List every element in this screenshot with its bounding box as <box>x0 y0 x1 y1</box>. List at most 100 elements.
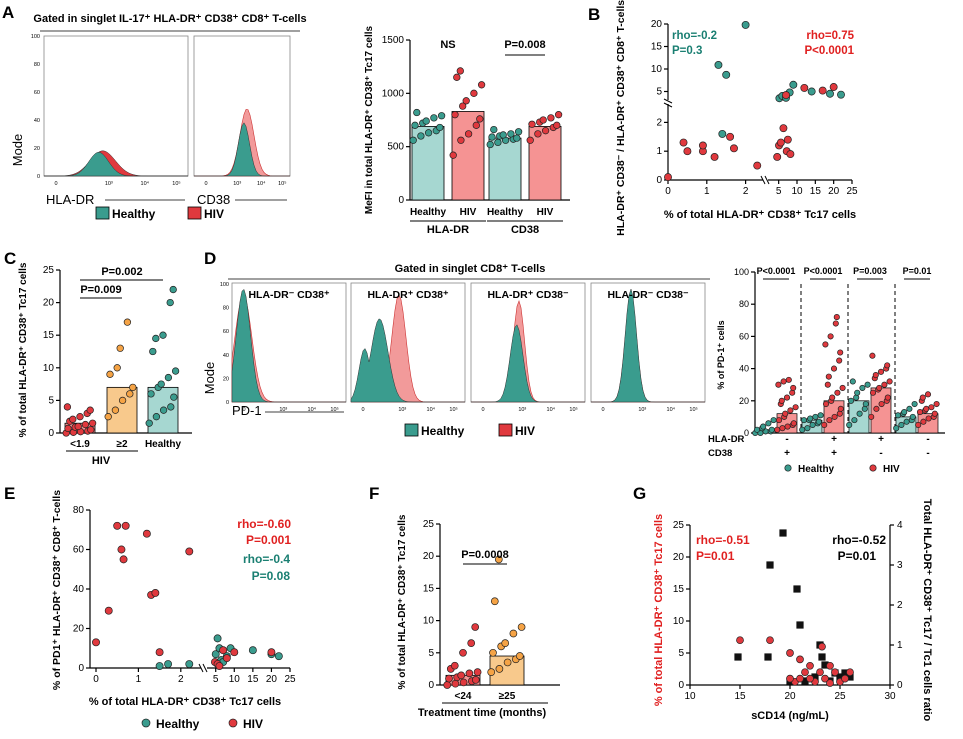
data-point <box>111 406 120 414</box>
data-point-hiv <box>800 83 809 92</box>
x-tick-label: 10⁴ <box>547 406 556 413</box>
y-tick-label: 100 <box>734 267 749 277</box>
x-tick-label: 20 <box>784 691 796 702</box>
data-point <box>459 648 467 657</box>
data-point <box>526 136 534 144</box>
x-axis-label: sCD14 (ng/mL) <box>751 710 829 722</box>
data-point-healthy <box>807 415 814 422</box>
histogram-healthy <box>231 288 346 403</box>
data-point <box>88 419 97 427</box>
x-tick-label: 25 <box>284 674 296 685</box>
data-point-hiv <box>886 378 893 385</box>
legend-label-healthy: Healthy <box>156 717 200 731</box>
data-point-hiv <box>789 389 796 396</box>
x-tick-label: 1 <box>704 186 710 197</box>
data-point <box>449 151 457 159</box>
data-point <box>450 661 459 670</box>
y-tick-label: 25 <box>423 519 435 530</box>
data-point-hiv <box>931 410 938 417</box>
axis-break <box>202 663 208 673</box>
data-point <box>74 422 82 431</box>
significance-label: P=0.002 <box>101 266 142 278</box>
data-point-hiv <box>836 410 843 417</box>
data-point-hiv <box>753 161 762 170</box>
data-point <box>430 114 438 122</box>
x-tick-label: 15 <box>247 674 259 685</box>
panel-g-scatter: 0 5 10 15 20 25 0 1 2 3 4 10 15 20 25 30 sCD14 (ng/mL) % … <box>653 499 933 722</box>
x-tick-label: 10⁵ <box>569 406 577 413</box>
axis-break <box>198 663 204 673</box>
data-point-healthy <box>155 662 164 670</box>
x-tick-label: 1 <box>136 674 142 685</box>
panel-letter-b: B <box>588 5 600 24</box>
data-point <box>411 121 419 129</box>
panel-letter-g: G <box>633 484 646 503</box>
data-point-hiv <box>783 135 792 144</box>
data-point-hiv <box>836 357 843 364</box>
data-point-ratio <box>811 673 819 681</box>
data-point-healthy <box>826 89 834 98</box>
data-point-hiv <box>683 147 692 156</box>
data-point <box>464 130 473 138</box>
annotation-hiv-rho: rho=-0.51 <box>696 533 750 547</box>
y-tick-label: 80 <box>34 62 40 68</box>
data-point-hiv <box>821 674 829 683</box>
y-tick-label: 20 <box>43 298 55 309</box>
data-point-hiv <box>826 679 834 687</box>
data-point <box>152 334 160 343</box>
data-point-hiv <box>832 320 839 327</box>
x-tick-label: 10 <box>791 186 803 197</box>
data-point-hiv <box>787 407 794 414</box>
data-point-hiv <box>826 661 834 670</box>
data-point-ratio <box>818 653 826 661</box>
y-tick-label: 20 <box>423 551 435 562</box>
data-point <box>501 639 510 647</box>
data-point <box>467 639 476 647</box>
data-point <box>534 130 542 138</box>
data-point-hiv <box>775 381 782 388</box>
y-tick-label: 15 <box>673 584 685 595</box>
cd38-sign: + <box>831 448 837 459</box>
data-point <box>476 115 484 123</box>
data-point-hiv <box>104 606 113 615</box>
data-point-hiv <box>822 341 829 348</box>
data-point-healthy <box>815 418 822 425</box>
y-tick-label-right: 2 <box>897 600 903 611</box>
annotation-hiv-p: P=0.01 <box>696 549 735 563</box>
data-point <box>118 396 127 405</box>
x-tick-label: 5 <box>776 186 782 197</box>
data-point-hiv <box>839 384 846 391</box>
data-point-hiv <box>222 654 231 663</box>
group-label: HIV <box>92 455 111 467</box>
data-point-hiv <box>818 86 827 95</box>
y-axis-label-right: Total HLA-DR⁺ CD38⁺ Tc17 / Tc1 cells rat… <box>921 499 933 722</box>
data-point-healthy <box>837 90 845 99</box>
y-tick-label: 10 <box>673 616 685 627</box>
histogram-hiv <box>591 293 705 403</box>
y-tick-label: 0 <box>744 428 749 438</box>
y-tick-label: 0 <box>48 428 54 439</box>
axis-break <box>764 175 770 185</box>
y-tick-label: 5 <box>428 648 434 659</box>
data-point-hiv <box>826 417 833 424</box>
y-axis-label: % of PD-1⁺ cells <box>716 320 726 389</box>
y-tick-label: 25 <box>43 265 55 276</box>
data-point <box>459 102 467 110</box>
x-tick-label: 25 <box>834 691 846 702</box>
x-tick-label: 10³ <box>279 407 287 413</box>
data-point-hiv <box>824 381 831 388</box>
y-tick-label: 20 <box>223 376 229 382</box>
data-point-healthy <box>849 378 856 385</box>
x-axis-label-hladr: HLA-DR <box>46 192 94 207</box>
x-tick-label: 5 <box>213 674 219 685</box>
data-point-hiv <box>873 405 880 412</box>
data-point-hiv <box>919 394 926 401</box>
data-point <box>413 108 421 117</box>
data-point-healthy <box>799 426 806 433</box>
data-point-healthy <box>789 80 798 89</box>
data-point-hiv <box>730 144 738 153</box>
bar <box>411 126 445 201</box>
x-tick-label: 0 <box>54 181 57 187</box>
y-tick-label: 40 <box>223 353 229 359</box>
subset-label: HLA-DR⁺ CD38⁻ <box>487 289 569 301</box>
